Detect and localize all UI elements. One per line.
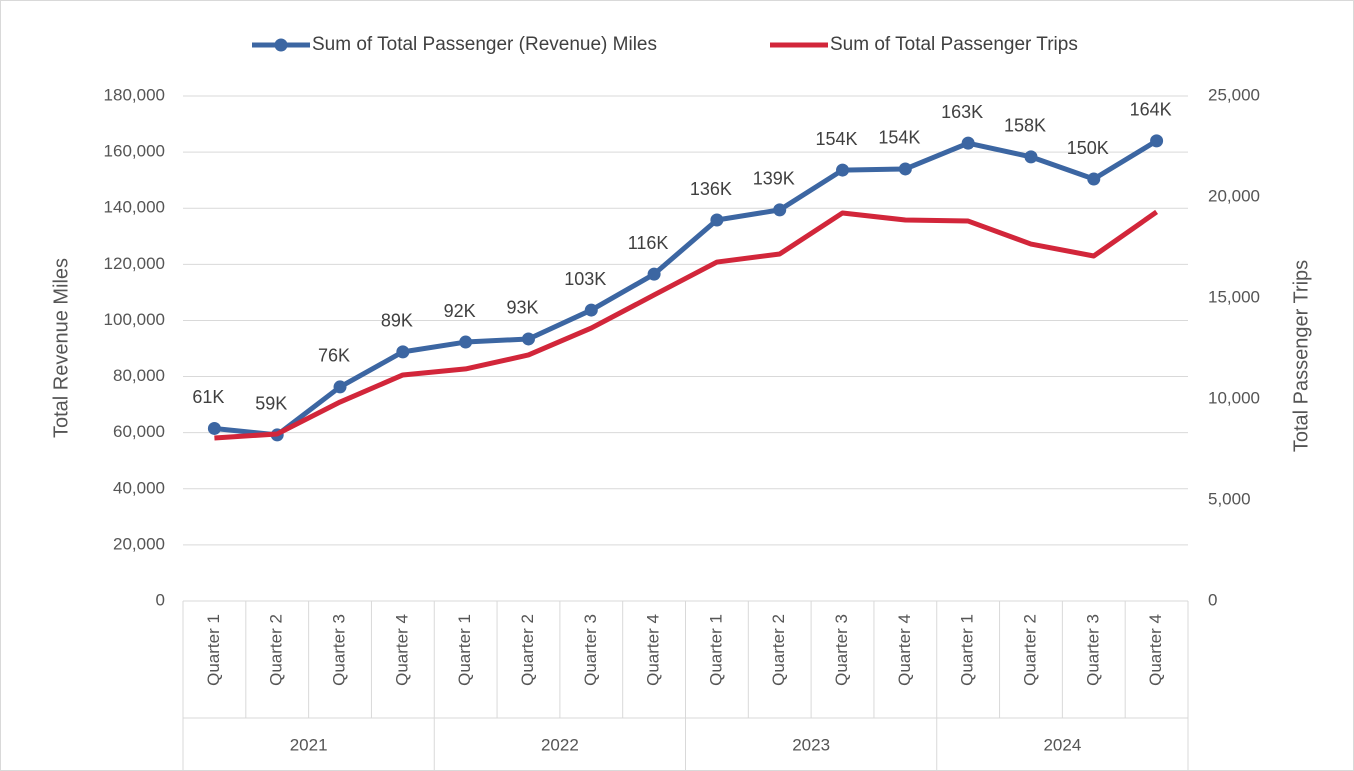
x-tick-label: Quarter 1 bbox=[958, 614, 977, 686]
point bbox=[584, 303, 598, 317]
point bbox=[459, 335, 473, 349]
x-tick-label: Quarter 3 bbox=[832, 614, 851, 686]
series-line bbox=[214, 209, 1159, 441]
data-label: 116K bbox=[628, 233, 669, 253]
data-label: 92K bbox=[444, 301, 476, 321]
y-tick-label: 100,000 bbox=[104, 310, 165, 329]
y-tick-label: 120,000 bbox=[104, 254, 165, 273]
y-tick-label: 180,000 bbox=[104, 85, 165, 104]
x-tick-label: Quarter 3 bbox=[1083, 614, 1102, 686]
y-tick-label: 20,000 bbox=[113, 534, 165, 553]
legend-marker bbox=[274, 38, 288, 52]
data-label: 59K bbox=[255, 394, 287, 414]
x-tick-label: Quarter 2 bbox=[267, 614, 286, 686]
x-tick-label: Quarter 3 bbox=[330, 614, 349, 686]
group-label: 2023 bbox=[792, 735, 830, 754]
group-label: 2021 bbox=[290, 735, 328, 754]
x-tick-label: Quarter 2 bbox=[518, 614, 537, 686]
y2-tick-label: 0 bbox=[1208, 590, 1217, 609]
y-tick-label: 160,000 bbox=[104, 142, 165, 161]
y2-tick-label: 10,000 bbox=[1208, 388, 1260, 407]
y2-tick-label: 5,000 bbox=[1208, 489, 1251, 508]
data-label: 103K bbox=[564, 269, 606, 289]
data-label: 93K bbox=[506, 298, 538, 318]
x-tick-label: Quarter 4 bbox=[392, 614, 411, 686]
x-tick-label: Quarter 1 bbox=[204, 614, 223, 686]
y-tick-label: 80,000 bbox=[113, 366, 165, 385]
point bbox=[961, 136, 975, 150]
data-label: 136K bbox=[690, 179, 732, 199]
data-label: 139K bbox=[753, 169, 795, 189]
point bbox=[836, 163, 850, 177]
point bbox=[1024, 150, 1038, 164]
x-tick-label: Quarter 4 bbox=[1146, 614, 1165, 686]
point bbox=[521, 332, 535, 346]
x-tick-label: Quarter 2 bbox=[769, 614, 788, 686]
data-label: 154K bbox=[816, 129, 858, 149]
point bbox=[710, 213, 724, 227]
data-label: 76K bbox=[318, 346, 350, 366]
point bbox=[898, 162, 912, 176]
y-tick-label: 60,000 bbox=[113, 422, 165, 441]
y2-axis-title: Total Passenger Trips bbox=[1290, 260, 1312, 452]
x-tick-label: Quarter 1 bbox=[706, 614, 725, 686]
data-label: 150K bbox=[1067, 138, 1109, 158]
point bbox=[1087, 172, 1101, 186]
data-label: 89K bbox=[381, 311, 413, 331]
legend-label: Sum of Total Passenger Trips bbox=[830, 34, 1078, 55]
y2-tick-label: 20,000 bbox=[1208, 186, 1260, 205]
group-label: 2024 bbox=[1043, 735, 1081, 754]
x-tick-label: Quarter 4 bbox=[644, 614, 663, 686]
x-tick-label: Quarter 2 bbox=[1020, 614, 1039, 686]
y2-tick-label: 25,000 bbox=[1208, 85, 1260, 104]
y-tick-label: 40,000 bbox=[113, 478, 165, 497]
data-label: 154K bbox=[878, 128, 920, 148]
data-label: 158K bbox=[1004, 116, 1046, 136]
y2-tick-label: 15,000 bbox=[1208, 287, 1260, 306]
point bbox=[207, 421, 221, 435]
point bbox=[647, 267, 661, 281]
series-line bbox=[214, 138, 1158, 438]
y-tick-label: 0 bbox=[156, 590, 165, 609]
y-tick-label: 140,000 bbox=[104, 198, 165, 217]
data-label: 164K bbox=[1130, 100, 1172, 120]
data-label: 61K bbox=[192, 387, 224, 407]
data-label: 163K bbox=[941, 102, 983, 122]
point bbox=[396, 345, 410, 359]
x-tick-label: Quarter 4 bbox=[895, 614, 914, 686]
point bbox=[773, 203, 787, 217]
x-tick-label: Quarter 3 bbox=[581, 614, 600, 686]
x-tick-label: Quarter 1 bbox=[455, 614, 474, 686]
point bbox=[333, 380, 347, 394]
point bbox=[1150, 134, 1164, 148]
group-label: 2022 bbox=[541, 735, 579, 754]
y-axis-title: Total Revenue Miles bbox=[50, 258, 72, 438]
legend-label: Sum of Total Passenger (Revenue) Miles bbox=[312, 34, 657, 55]
